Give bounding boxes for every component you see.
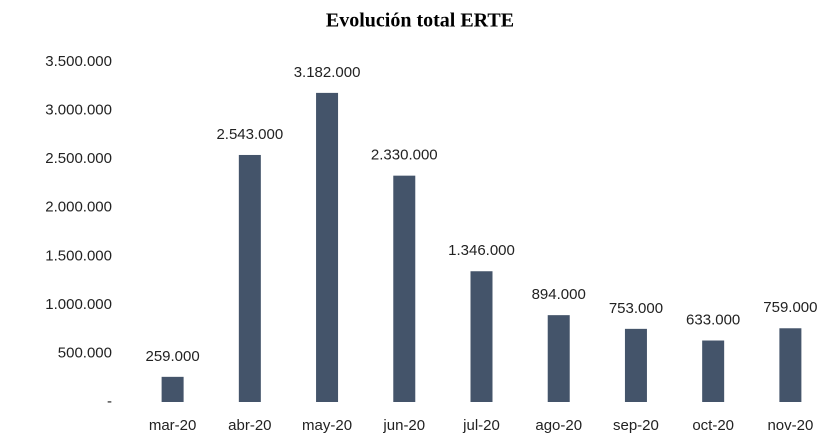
x-tick-label: may-20 xyxy=(302,417,352,434)
y-tick-label: 2.000.000 xyxy=(45,199,112,216)
data-label: 259.000 xyxy=(145,348,199,365)
y-tick-label: 500.000 xyxy=(58,344,112,361)
chart-title: Evolución total ERTE xyxy=(326,10,514,32)
data-label: 753.000 xyxy=(609,300,663,317)
y-tick-label: 1.000.000 xyxy=(45,296,112,313)
x-tick-label: jun-20 xyxy=(382,417,425,434)
bar xyxy=(547,315,570,402)
bar xyxy=(316,92,339,403)
bar xyxy=(393,175,416,402)
data-label: 894.000 xyxy=(532,286,586,303)
x-tick-label: jul-20 xyxy=(462,417,500,434)
x-tick-label: abr-20 xyxy=(228,417,271,434)
bar xyxy=(161,376,184,402)
data-label: 3.182.000 xyxy=(294,64,361,81)
data-label: 1.346.000 xyxy=(448,242,515,259)
bar xyxy=(624,328,647,402)
y-tick-label: 2.500.000 xyxy=(45,150,112,167)
data-label: 633.000 xyxy=(686,311,740,328)
y-tick-label: 3.000.000 xyxy=(45,102,112,119)
y-tick-label: 1.500.000 xyxy=(45,247,112,264)
x-tick-label: sep-20 xyxy=(613,417,659,434)
bar xyxy=(238,154,261,402)
data-label: 2.543.000 xyxy=(216,126,283,143)
data-label: 759.000 xyxy=(763,299,817,316)
bar xyxy=(702,340,725,402)
x-tick-label: nov-20 xyxy=(767,417,813,434)
x-tick-label: ago-20 xyxy=(535,417,582,434)
bar xyxy=(779,328,802,402)
y-tick-label: - xyxy=(107,393,112,410)
data-label: 2.330.000 xyxy=(371,147,438,164)
x-tick-label: oct-20 xyxy=(692,417,734,434)
y-tick-label: 3.500.000 xyxy=(45,53,112,70)
bar xyxy=(470,271,493,402)
x-tick-label: mar-20 xyxy=(149,417,197,434)
